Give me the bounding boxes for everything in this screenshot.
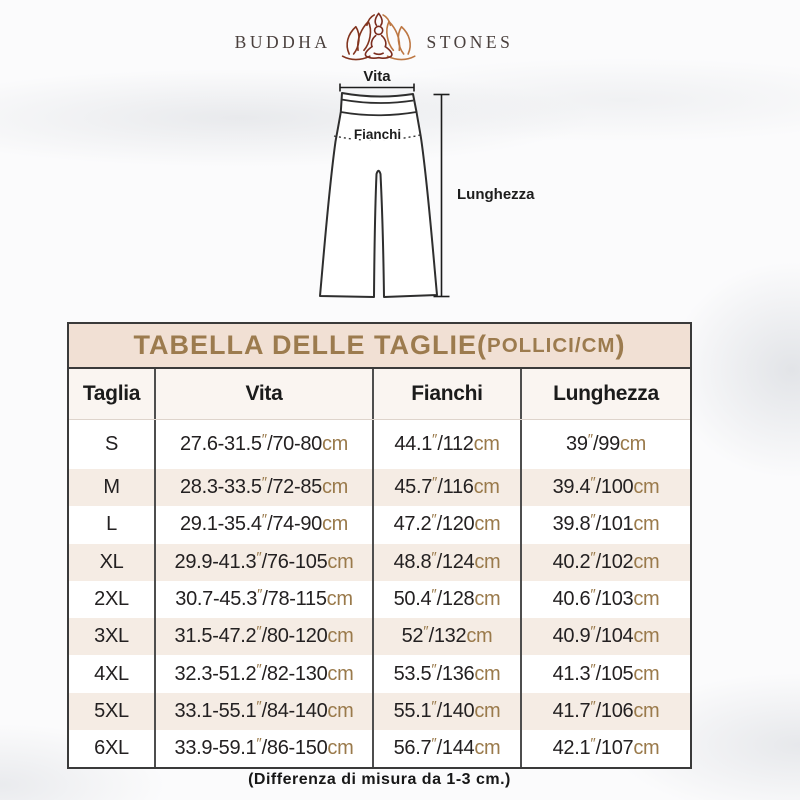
title-unit: POLLICI/CM (487, 333, 616, 357)
waist-label: Vita (363, 68, 391, 85)
fianchi-cell: 50.4 ″/128 cm (372, 580, 520, 619)
column-header-fianchi: Fianchi (372, 369, 520, 419)
vita-cell: 33.1-55.1 ″/84-140 cm (154, 692, 372, 731)
table-row: 2XL 30.7-45.3 ″/78-115 cm 50.4 ″/128 cm 40.6 ″/1… (69, 580, 690, 619)
column-header-vita: Vita (154, 369, 372, 419)
fianchi-cell: 56.7 ″/144 cm (372, 730, 520, 768)
meditating-figure (364, 12, 393, 59)
title-main: TABELLA DELLE TAGLIE( (133, 330, 488, 360)
table-row: M 28.3-33.5 ″/72-85 cm 45.7 ″/116 cm 39.4 ″/100 c… (69, 469, 690, 507)
title-close: ) (615, 330, 626, 360)
length-label: Lunghezza (457, 186, 535, 203)
table-header-row: Taglia Vita Fianchi Lunghezza (69, 369, 690, 420)
lunghezza-cell: 39.4 ″/100 cm (520, 469, 690, 507)
table-row: 6XL 33.9-59.1 ″/86-150 cm 56.7 ″/144 cm 42.1 ″/1… (69, 730, 690, 768)
vita-cell: 28.3-33.5 ″/72-85 cm (154, 469, 372, 507)
taglia-cell: 4XL (94, 662, 129, 685)
vita-cell: 33.9-59.1 ″/86-150 cm (154, 730, 372, 768)
hips-label: Fianchi (354, 127, 401, 142)
brand-logo: BUDDHA STONES (235, 11, 514, 69)
fianchi-cell: 47.2 ″/120 cm (372, 506, 520, 544)
vita-cell: 29.9-41.3 ″/76-105 cm (154, 543, 372, 581)
taglia-cell: 3XL (94, 625, 129, 648)
fianchi-cell: 52 ″/132 cm (372, 618, 520, 656)
table-row: L 29.1-35.4 ″/74-90 cm 47.2 ″/120 cm 39.8 ″/101 c… (69, 506, 690, 544)
column-header-taglia: Taglia (82, 382, 141, 405)
taglia-cell: 5XL (94, 699, 129, 722)
lunghezza-cell: 40.9 ″/104 cm (520, 618, 690, 656)
lunghezza-cell: 39.8 ″/101 cm (520, 506, 690, 544)
vita-cell: 32.3-51.2 ″/82-130 cm (154, 655, 372, 693)
table-row: XL 29.9-41.3 ″/76-105 cm 48.8 ″/124 cm 40.2 ″/10… (69, 543, 690, 581)
length-measure-line (433, 93, 450, 298)
taglia-cell: 6XL (94, 737, 129, 760)
waist-measure-line (339, 83, 415, 92)
table-row: 4XL 32.3-51.2 ″/82-130 cm 53.5 ″/136 cm 41.3 ″/1… (69, 655, 690, 693)
table-row: 5XL 33.1-55.1 ″/84-140 cm 55.1 ″/140 cm 41.7 ″/1… (69, 692, 690, 731)
lunghezza-cell: 41.3 ″/105 cm (520, 655, 690, 693)
pants-diagram: Vita Fianchi Lunghezza (290, 66, 540, 314)
table-row: 3XL 31.5-47.2 ″/80-120 cm 52 ″/132 cm 40.9 ″/104… (69, 618, 690, 656)
fianchi-cell: 55.1 ″/140 cm (372, 692, 520, 731)
size-chart-table: TABELLA DELLE TAGLIE(POLLICI/CM) Taglia … (67, 322, 692, 770)
fianchi-cell: 53.5 ″/136 cm (372, 655, 520, 693)
brand-word-right: STONES (426, 31, 514, 52)
lunghezza-cell: 40.6 ″/103 cm (520, 580, 690, 619)
fianchi-cell: 45.7 ″/116 cm (372, 469, 520, 507)
taglia-cell: S (104, 433, 119, 455)
lunghezza-cell: 41.7 ″/106 cm (520, 692, 690, 731)
table-row: S 27.6-31.5 ″/70-80 cm 44.1 ″/112 cm 39 ″/99 cm (69, 420, 690, 469)
lotus-icon (341, 12, 416, 61)
lunghezza-cell: 40.2 ″/102 cm (520, 543, 690, 581)
lunghezza-cell: 42.1 ″/107 cm (520, 730, 690, 768)
table-body: S 27.6-31.5 ″/70-80 cm 44.1 ″/112 cm 39 ″/99 cm M 2… (69, 420, 690, 768)
fianchi-cell: 48.8 ″/124 cm (372, 543, 520, 581)
pants-outline (319, 92, 438, 298)
fianchi-cell: 44.1 ″/112 cm (372, 420, 520, 469)
taglia-cell: XL (99, 550, 124, 573)
vita-cell: 30.7-45.3 ″/78-115 cm (154, 580, 372, 619)
column-header-lunghezza: Lunghezza (520, 369, 690, 419)
measurement-disclaimer: (Differenza di misura da 1-3 cm.) (248, 771, 511, 788)
lunghezza-cell: 39 ″/99 cm (520, 420, 690, 469)
vita-cell: 31.5-47.2 ″/80-120 cm (154, 618, 372, 656)
taglia-cell: L (106, 513, 117, 536)
size-chart-title: TABELLA DELLE TAGLIE(POLLICI/CM) (69, 324, 690, 369)
taglia-cell: M (103, 476, 120, 499)
brand-word-left: BUDDHA (234, 31, 331, 52)
vita-cell: 29.1-35.4 ″/74-90 cm (154, 506, 372, 544)
vita-cell: 27.6-31.5 ″/70-80 cm (154, 420, 372, 469)
taglia-cell: 2XL (94, 588, 129, 611)
